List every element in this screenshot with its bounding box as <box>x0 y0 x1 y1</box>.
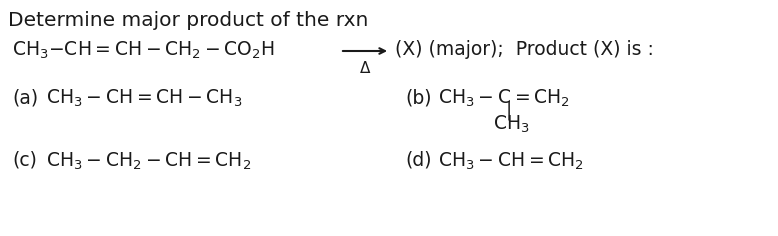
Text: (b): (b) <box>405 88 432 107</box>
Text: Determine major product of the rxn: Determine major product of the rxn <box>8 11 368 30</box>
Text: $\mathregular{CH_3}$: $\mathregular{CH_3}$ <box>492 114 529 135</box>
Text: (a): (a) <box>12 88 38 107</box>
Text: $\mathregular{CH_3-CH=CH-CH_3}$: $\mathregular{CH_3-CH=CH-CH_3}$ <box>46 88 243 109</box>
Text: $\mathregular{CH_3}$$\mathregular{-CH=CH-CH_2-CO_2H}$: $\mathregular{CH_3}$$\mathregular{-CH=CH… <box>12 40 275 61</box>
Text: (c): (c) <box>12 151 37 170</box>
Text: $\mathregular{CH_3-C=CH_2}$: $\mathregular{CH_3-C=CH_2}$ <box>438 88 570 109</box>
Text: Δ: Δ <box>359 61 370 76</box>
Text: |: | <box>506 100 512 119</box>
Text: (d): (d) <box>405 151 432 170</box>
Text: $\mathregular{CH_3-CH_2-CH=CH_2}$: $\mathregular{CH_3-CH_2-CH=CH_2}$ <box>46 151 251 172</box>
Text: (X) (major);  Product (X) is :: (X) (major); Product (X) is : <box>395 40 654 59</box>
Text: $\mathregular{CH_3-CH=CH_2}$: $\mathregular{CH_3-CH=CH_2}$ <box>438 151 584 172</box>
